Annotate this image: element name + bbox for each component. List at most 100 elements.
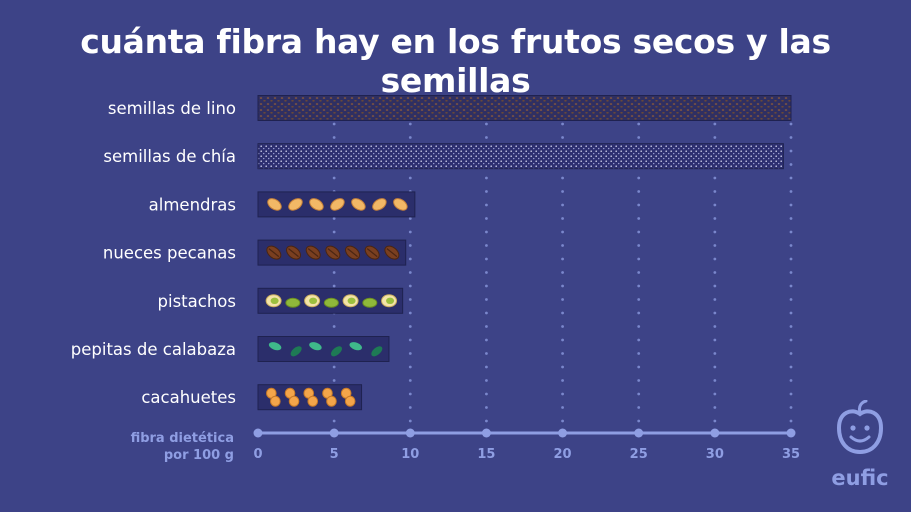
grid-dot	[408, 352, 412, 355]
almond-icon	[372, 198, 387, 211]
grid-dot	[713, 122, 717, 126]
grid-dot	[561, 176, 564, 180]
grid-dot	[789, 379, 793, 382]
grid-dot	[485, 203, 488, 207]
pumpkin-seed-icon	[268, 342, 282, 351]
bar	[257, 239, 407, 266]
brand-name: eufic	[831, 466, 889, 490]
grid-dot	[789, 122, 793, 126]
grid-dot	[408, 244, 412, 247]
pistachio-icon	[285, 297, 301, 308]
grid-dot	[789, 298, 793, 301]
grid-dot	[561, 365, 564, 369]
grid-dot	[485, 352, 488, 355]
grid-dot	[637, 419, 641, 423]
grid-dot	[637, 176, 641, 180]
grid-dot	[789, 338, 793, 342]
grid-dot	[408, 271, 412, 274]
grid-dot	[561, 311, 564, 315]
pecan-icon	[266, 245, 282, 260]
grid-dot	[637, 271, 641, 274]
grid-dot	[408, 379, 412, 382]
grid-dot	[637, 136, 641, 139]
pumpkin-seed-icon	[309, 342, 322, 351]
grid-dot	[713, 284, 717, 288]
grid-dot	[637, 406, 641, 409]
grid-dot	[408, 230, 412, 234]
grid-dot	[485, 419, 488, 423]
x-tick-label: 30	[706, 447, 724, 462]
x-tick-mark	[405, 428, 415, 438]
grid-dot	[485, 338, 488, 342]
grid-dot	[637, 190, 641, 193]
grid-dot	[789, 406, 793, 409]
pumpkin-seed-icon	[331, 346, 342, 357]
grid-dot	[713, 190, 717, 193]
x-axis: 0 5 10 15 20 25 30 35 fibra dietética por 100 g	[131, 428, 800, 463]
x-tick-mark	[710, 428, 720, 438]
grid-dot	[561, 271, 564, 274]
grid-dot	[408, 325, 412, 328]
grid-dot	[637, 244, 641, 247]
grid-dot	[485, 325, 488, 328]
grid-dot	[485, 122, 488, 126]
x-tick-mark	[558, 428, 568, 438]
category-label: semillas de chía	[103, 147, 236, 166]
grid-dot	[789, 392, 793, 396]
grid-dot	[637, 392, 641, 396]
bar	[257, 384, 363, 411]
x-tick-label: 20	[554, 447, 572, 462]
grid-dot	[332, 365, 336, 369]
grid-dot	[408, 122, 412, 126]
grid-dot	[332, 122, 336, 126]
category-label: semillas de lino	[108, 99, 236, 118]
grid-dot	[485, 406, 488, 409]
almond-icon	[330, 198, 345, 211]
x-tick-mark	[786, 428, 796, 438]
chart-title: cuánta fibra hay en los frutos secos y l…	[80, 22, 831, 100]
grid-dot	[408, 284, 412, 288]
grid-dot	[637, 217, 641, 220]
grid-dot	[561, 217, 564, 220]
grid-dot	[561, 392, 564, 396]
almond-icon	[309, 198, 324, 211]
grid-dot	[332, 419, 336, 423]
almond-icon	[351, 198, 366, 211]
grid-dot	[332, 284, 336, 288]
grid-dot	[789, 244, 793, 247]
grid-dot	[713, 217, 717, 220]
grid-dot	[789, 284, 793, 288]
grid-dot	[561, 203, 564, 207]
bar	[257, 95, 792, 121]
grid-dot	[561, 298, 564, 301]
pecan-icon	[305, 245, 321, 260]
category-label: almendras	[149, 195, 236, 214]
grid-dot	[485, 271, 488, 274]
pecan-icon	[325, 245, 341, 260]
grid-dot	[561, 257, 564, 261]
bar	[257, 191, 416, 218]
grid-dot	[713, 352, 717, 355]
grid-dot	[713, 379, 717, 382]
grid-dot	[332, 379, 336, 382]
peanut-icon	[303, 387, 319, 407]
grid-dot	[637, 284, 641, 288]
grid-dot	[713, 325, 717, 328]
grid-dot	[332, 230, 336, 234]
x-tick-label: 15	[477, 447, 495, 462]
almond-icon	[393, 198, 408, 211]
x-tick-label: 0	[253, 447, 262, 462]
grid-dot	[561, 284, 564, 288]
grid-dot	[561, 122, 564, 126]
grid-dot	[332, 325, 336, 328]
grid-dot	[713, 176, 717, 180]
grid-dot	[789, 352, 793, 355]
grid-dot	[713, 257, 717, 261]
grid-dot	[485, 392, 488, 396]
apple-face-icon	[836, 399, 884, 455]
grid-dot	[485, 244, 488, 247]
grid-dot	[713, 271, 717, 274]
grid-dot	[561, 230, 564, 234]
bar	[257, 287, 404, 314]
pumpkin-seed-icon	[290, 346, 302, 357]
